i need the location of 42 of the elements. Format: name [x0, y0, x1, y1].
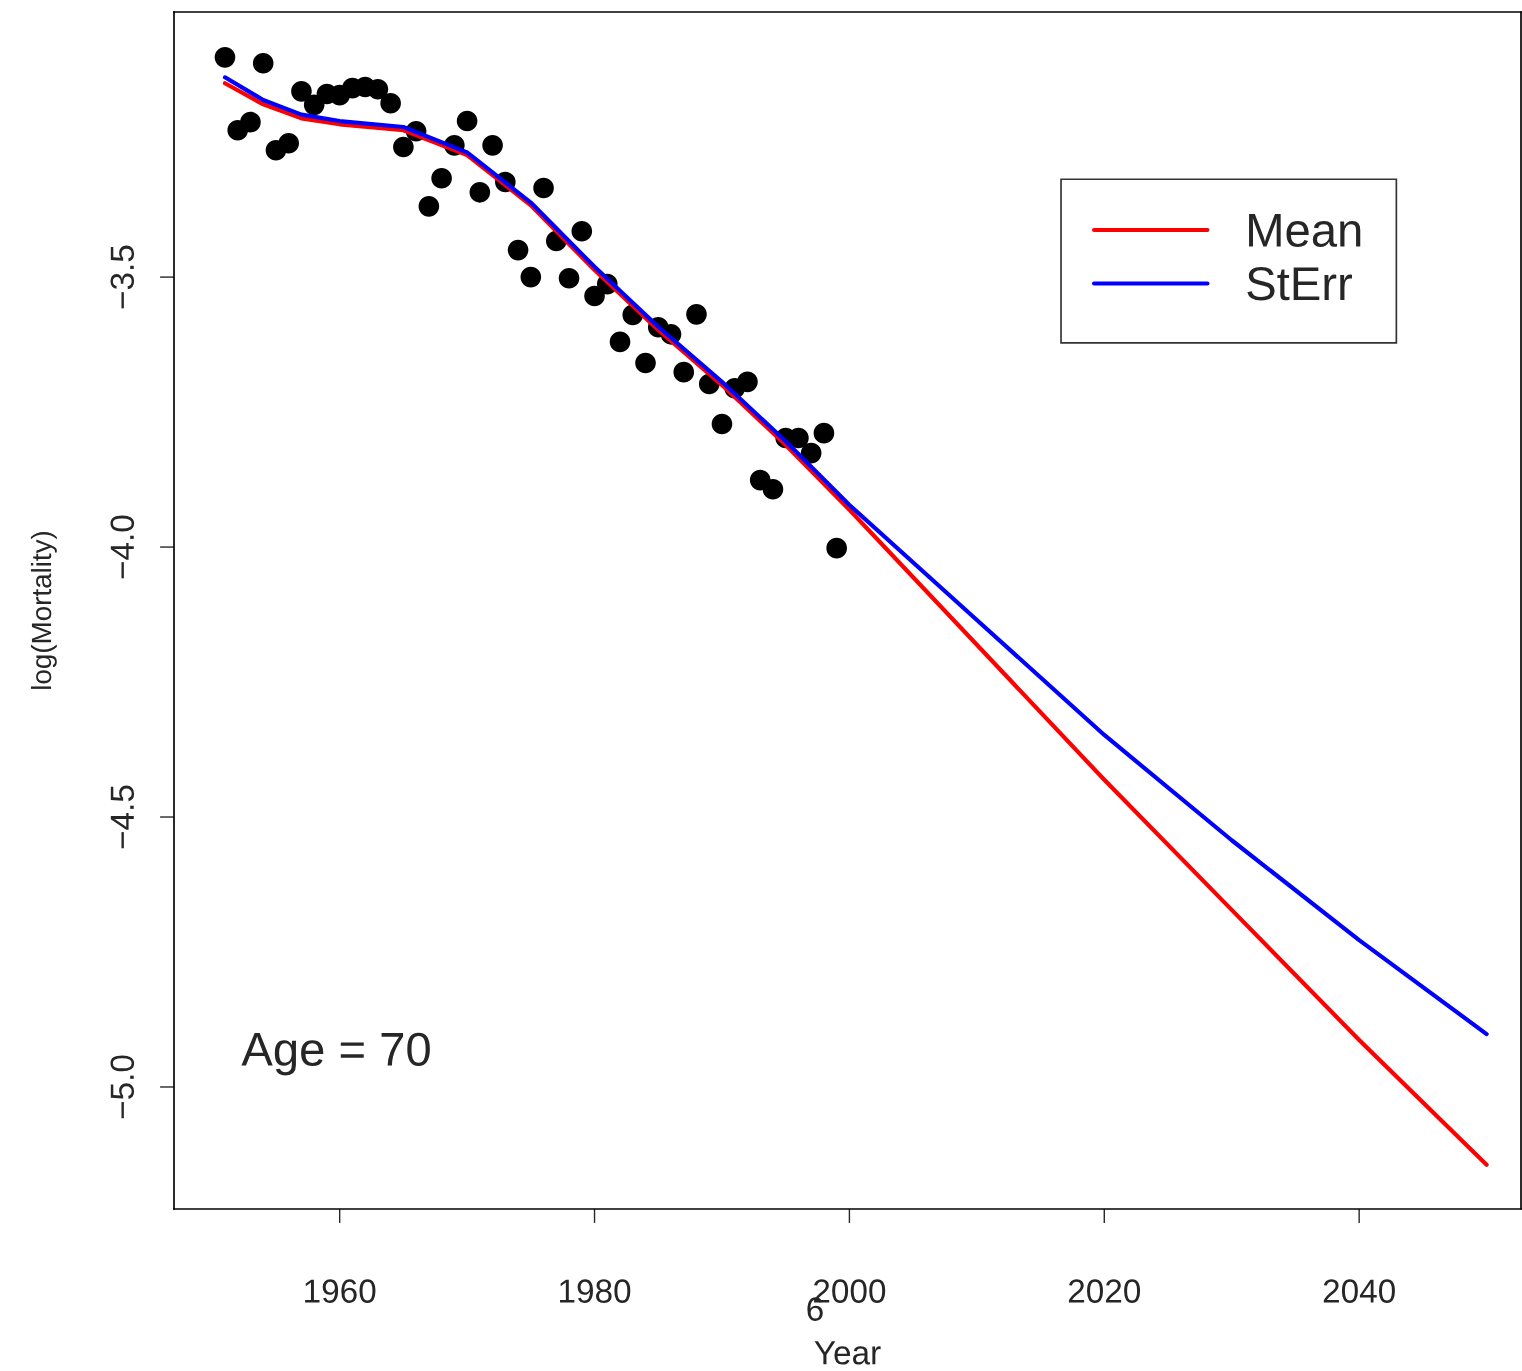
point	[533, 177, 554, 199]
point	[482, 135, 503, 156]
y-tick-label: −5.0	[110, 1055, 135, 1119]
point	[558, 267, 580, 289]
point	[737, 371, 758, 393]
x-tick-label: 2020	[1068, 1279, 1141, 1303]
point	[826, 537, 847, 559]
point	[393, 136, 414, 158]
y-axis-title: log(Mortality)	[30, 531, 57, 689]
point	[507, 239, 529, 261]
y-tick-label: −4.0	[110, 515, 135, 579]
point	[762, 478, 784, 500]
x-tick-label: 1980	[560, 1279, 631, 1303]
point	[367, 78, 389, 100]
point	[240, 111, 261, 133]
point	[291, 81, 312, 102]
point	[469, 182, 491, 203]
point	[456, 110, 478, 132]
y-tick-label: −4.5	[110, 785, 135, 849]
point	[571, 220, 593, 242]
point	[520, 266, 542, 288]
point	[418, 196, 440, 217]
point	[609, 331, 631, 353]
x-tick-label: 2040	[1323, 1279, 1395, 1303]
point	[584, 285, 605, 307]
point	[635, 352, 656, 374]
x-axis-title: Year	[814, 1341, 881, 1365]
point	[686, 304, 707, 325]
point	[214, 47, 236, 68]
point	[711, 413, 733, 435]
legend-label: Mean	[1249, 214, 1361, 247]
x-tick-label: 1960	[305, 1279, 376, 1303]
annotation: Age = 70	[241, 1032, 430, 1076]
point	[431, 167, 452, 189]
legend-label: StErr	[1247, 267, 1352, 301]
point	[252, 52, 274, 74]
y-tick-label: −3.5	[110, 245, 135, 309]
point	[673, 361, 695, 383]
point	[800, 442, 822, 464]
point	[278, 132, 299, 154]
point	[380, 92, 401, 114]
point	[813, 422, 835, 444]
